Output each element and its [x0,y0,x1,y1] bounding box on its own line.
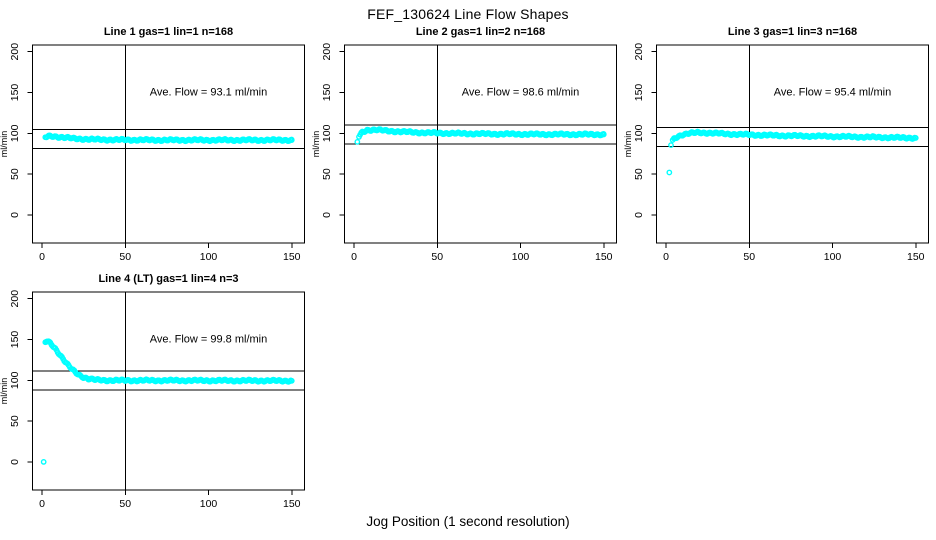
x-tick-label: 0 [39,498,45,510]
y-tick-label: 100 [633,124,645,142]
data-point [912,135,919,141]
y-tick-label: 50 [321,168,333,180]
x-tick-label: 150 [595,251,613,263]
x-tick-label: 100 [512,251,530,263]
x-tick-label: 100 [200,498,218,510]
ave-flow-annotation: Ave. Flow = 98.6 ml/min [462,87,579,99]
y-tick-label: 150 [633,84,645,102]
x-tick-label: 50 [431,251,443,263]
x-axis-label: Jog Position (1 second resolution) [366,514,570,529]
plot-box [32,44,305,244]
y-axis-unit-label: ml/min [312,131,321,158]
y-axis-unit-label: ml/min [0,131,9,158]
data-point-outlier [666,169,673,176]
x-tick-label: 150 [283,251,301,263]
y-tick-label: 200 [9,290,21,308]
plot-box [656,44,929,244]
subplot-line-3: Line 3 gas=1 lin=3 n=168 0 50 100 150 0 50 100 1… [624,26,929,263]
y-tick-label: 150 [321,84,333,102]
subplot-line-4: Line 4 (LT) gas=1 lin=4 n=3 0 50 100 150 0 50 1… [0,273,305,510]
subplot-title: Line 2 gas=1 lin=2 n=168 [416,26,545,38]
x-tick-label: 0 [351,251,357,263]
y-tick-label: 100 [9,371,21,389]
data-point-outlier [40,458,47,465]
y-tick-label: 50 [9,168,21,180]
subplot-title: Line 1 gas=1 lin=1 n=168 [104,26,233,38]
x-tick-label: 50 [119,251,131,263]
data-point-outlier [668,142,674,149]
x-tick-label: 150 [283,498,301,510]
y-tick-label: 50 [9,415,21,427]
ave-flow-annotation: Ave. Flow = 93.1 ml/min [150,87,267,99]
x-tick-label: 0 [663,251,669,263]
x-tick-label: 0 [39,251,45,263]
x-tick-label: 150 [907,251,925,263]
x-tick-label: 50 [119,498,131,510]
plot-box [32,291,305,491]
y-axis-unit-label: ml/min [0,378,9,405]
y-tick-label: 200 [9,43,21,61]
ave-flow-annotation: Ave. Flow = 99.8 ml/min [150,334,267,346]
x-tick-label: 50 [743,251,755,263]
subplot-title: Line 3 gas=1 lin=3 n=168 [728,26,857,38]
data-point-outlier [354,138,361,145]
figure-title: FEF_130624 Line Flow Shapes [367,6,569,22]
y-tick-label: 0 [321,212,333,218]
data-point [288,137,295,143]
y-tick-label: 150 [9,84,21,102]
y-axis-unit-label: ml/min [624,131,633,158]
data-point [600,131,607,138]
y-tick-label: 50 [633,168,645,180]
y-tick-label: 200 [321,43,333,61]
data-point [288,377,295,384]
y-tick-label: 0 [9,459,21,465]
subplot-title: Line 4 (LT) gas=1 lin=4 n=3 [98,273,238,285]
x-tick-label: 100 [200,251,218,263]
y-tick-label: 0 [633,212,645,218]
subplot-line-1: Line 1 gas=1 lin=1 n=168 0 50 100 150 0 50 100 1… [0,26,305,263]
y-tick-label: 100 [321,124,333,142]
x-tick-label: 100 [824,251,842,263]
y-tick-label: 100 [9,124,21,142]
y-tick-label: 200 [633,43,645,61]
ave-flow-annotation: Ave. Flow = 95.4 ml/min [774,87,891,99]
y-tick-label: 150 [9,331,21,349]
y-tick-label: 0 [9,212,21,218]
subplot-line-2: Line 2 gas=1 lin=2 n=168 0 50 100 150 0 50 100 1… [312,26,617,263]
